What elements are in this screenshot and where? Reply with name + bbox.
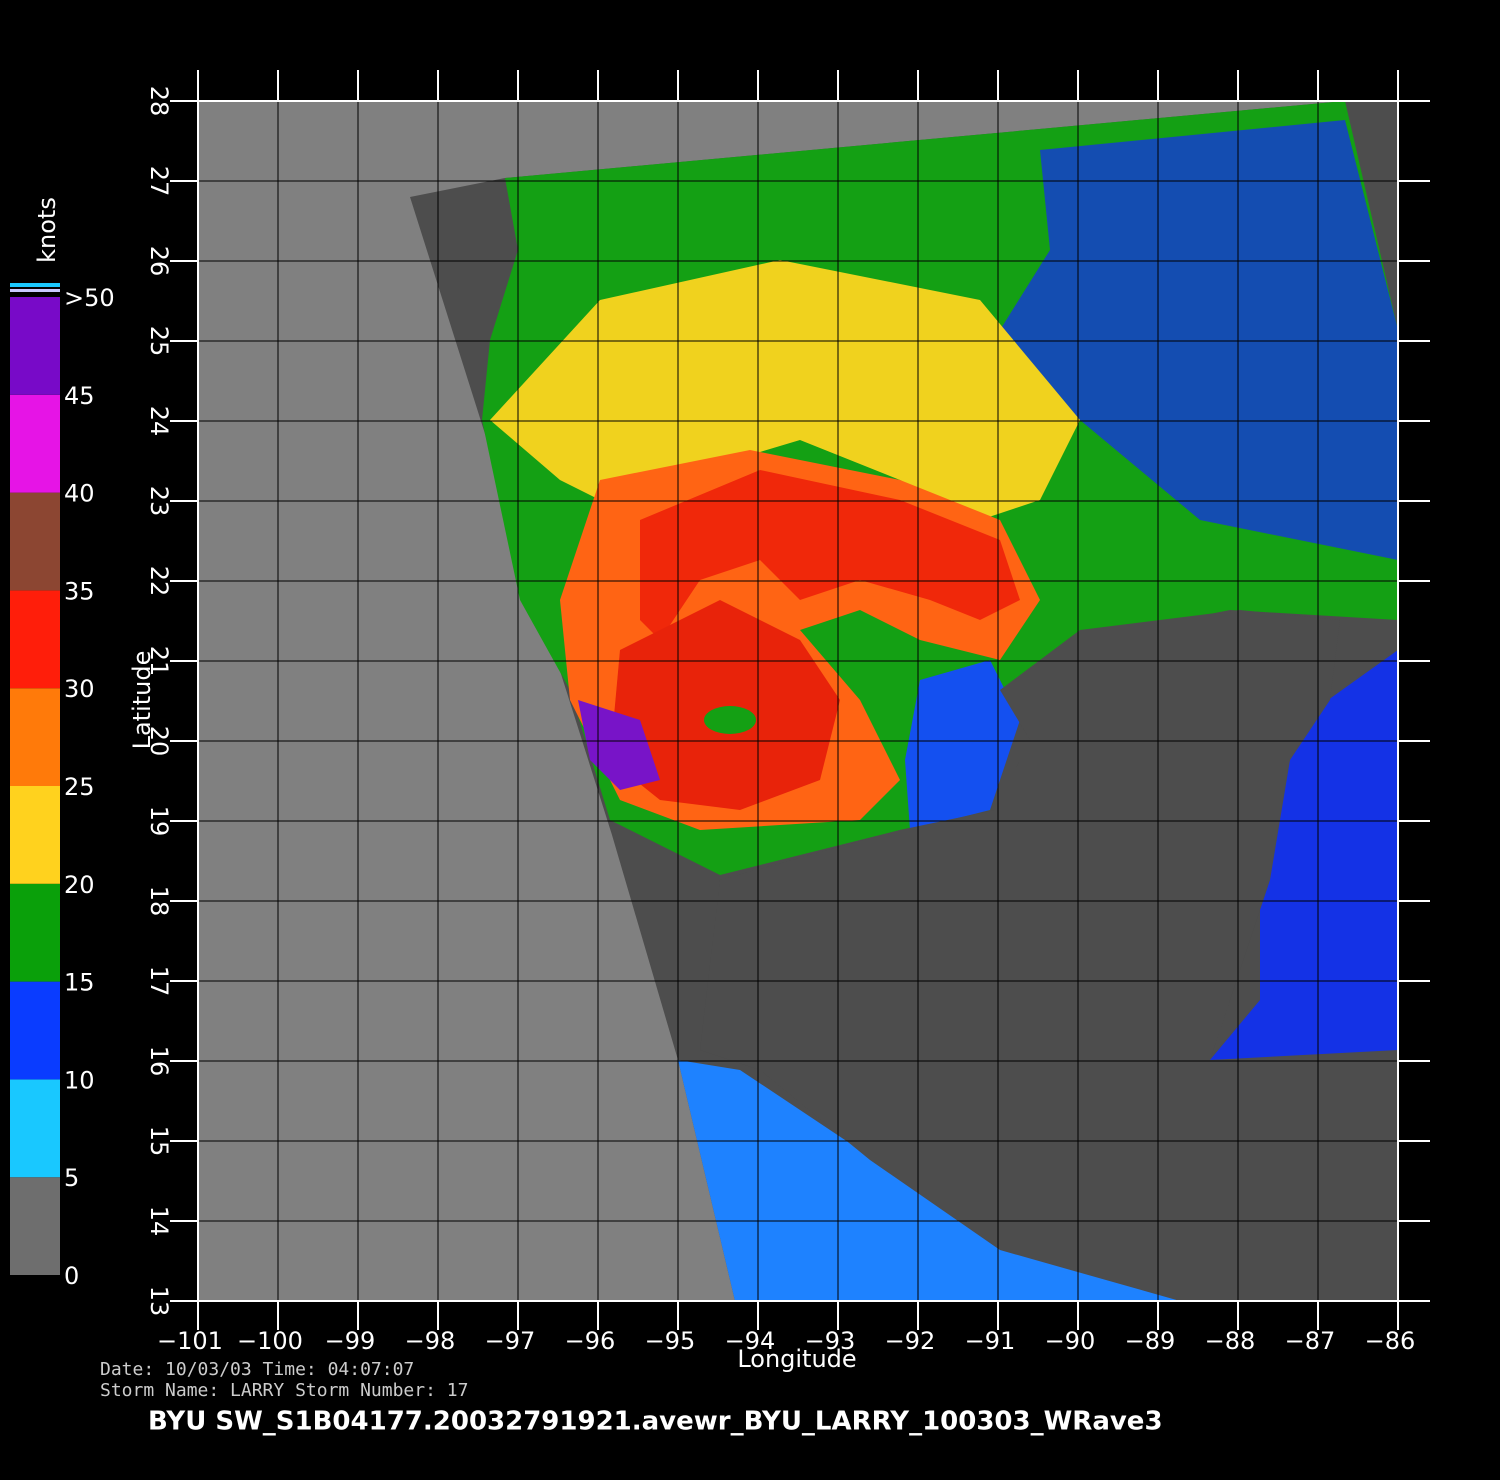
axes: −101 −100 −99 −98 −97 −96 −95 −94 −93 −92 −91 −90 −8… [10, 70, 1430, 1355]
wind-red [640, 470, 1020, 640]
colorbar-label: 30 [64, 675, 95, 703]
y-tick-label: 17 [145, 966, 173, 997]
colorbar-segment [10, 883, 60, 982]
y-tick-label: 19 [145, 806, 173, 837]
colorbar-label: 10 [64, 1066, 95, 1094]
x-tick-label: −93 [805, 1327, 856, 1355]
y-tick-label: 15 [145, 1126, 173, 1157]
y-tick-label: 28 [145, 86, 173, 117]
colorbar-segment [10, 590, 60, 689]
x-tick-label: −91 [965, 1327, 1016, 1355]
colorbar-cap [10, 283, 60, 287]
map-layer [198, 101, 1398, 1301]
x-tick-label: −94 [725, 1327, 776, 1355]
y-tick-label: 14 [145, 1206, 173, 1237]
y-tick-label: 13 [145, 1286, 173, 1317]
y-tick-label: 21 [145, 646, 173, 677]
y-tick-label: 20 [145, 726, 173, 757]
footer-line: Date: 10/03/03 Time: 04:07:07 [100, 1359, 414, 1380]
footer-line: Storm Name: LARRY Storm Number: 17 [100, 1380, 468, 1401]
plot-frame [197, 100, 1399, 1302]
wind-blue-ne [1000, 120, 1398, 560]
x-tick-label: −99 [325, 1327, 376, 1355]
colorbar-title: knots [33, 197, 61, 263]
colorbar-segment [10, 1079, 60, 1178]
colorbar-label: 5 [64, 1164, 79, 1192]
colorbar-segment [10, 786, 60, 884]
y-tick-label: 24 [145, 406, 173, 437]
x-axis-label: Longitude [737, 1345, 856, 1373]
colorbar-segment [10, 981, 60, 1080]
colorbar-label: >50 [64, 284, 115, 312]
y-tick-label: 22 [145, 566, 173, 597]
colorbar-segment [10, 688, 60, 786]
x-tick-label: −97 [485, 1327, 536, 1355]
wind-blue-pacific [678, 1060, 1180, 1301]
colorbar-label: 15 [64, 969, 95, 997]
colorbar-segment [10, 1177, 60, 1275]
land [700, 610, 1398, 1301]
x-tick-label: −88 [1205, 1327, 1256, 1355]
wind-red-core [610, 600, 840, 810]
colorbar-segment [10, 394, 60, 493]
x-tick-label: −96 [565, 1327, 616, 1355]
x-tick-label: −95 [645, 1327, 696, 1355]
y-tick-label: 26 [145, 246, 173, 277]
x-tick-label: −98 [405, 1327, 456, 1355]
x-tick-label: −86 [1365, 1327, 1416, 1355]
colorbar-label: 35 [64, 577, 95, 605]
x-tick-label: −90 [1045, 1327, 1096, 1355]
x-tick-label: −101 [157, 1327, 223, 1355]
x-tick-label: −92 [885, 1327, 936, 1355]
colorbar-label: 20 [64, 871, 95, 899]
y-tick-label: 25 [145, 326, 173, 357]
x-tick-label: −87 [1285, 1327, 1336, 1355]
x-tick-label: −100 [237, 1327, 303, 1355]
title: BYU SW_S1B04177.20032791921.avewr_BYU_LA… [148, 1407, 1163, 1437]
wind-yellow [490, 260, 1080, 520]
x-tick-label: −89 [1125, 1327, 1176, 1355]
wind-blue-bay [905, 660, 1020, 830]
y-tick-label: 18 [145, 886, 173, 917]
y-tick-label: 27 [145, 166, 173, 197]
colorbar-label: 25 [64, 773, 95, 801]
y-tick-label: 16 [145, 1046, 173, 1077]
colorbar-label: 0 [64, 1262, 79, 1290]
colorbar-label: 45 [64, 382, 95, 410]
eye [704, 706, 756, 734]
y-tick-label: 23 [145, 486, 173, 517]
colorbar-segment [10, 297, 60, 395]
wind-blue-east [1210, 650, 1398, 1060]
colorbar-cap [10, 289, 60, 292]
y-axis-label: Latitude [128, 651, 156, 750]
colorbar-segment [10, 492, 60, 591]
colorbar-label: 40 [64, 480, 95, 508]
